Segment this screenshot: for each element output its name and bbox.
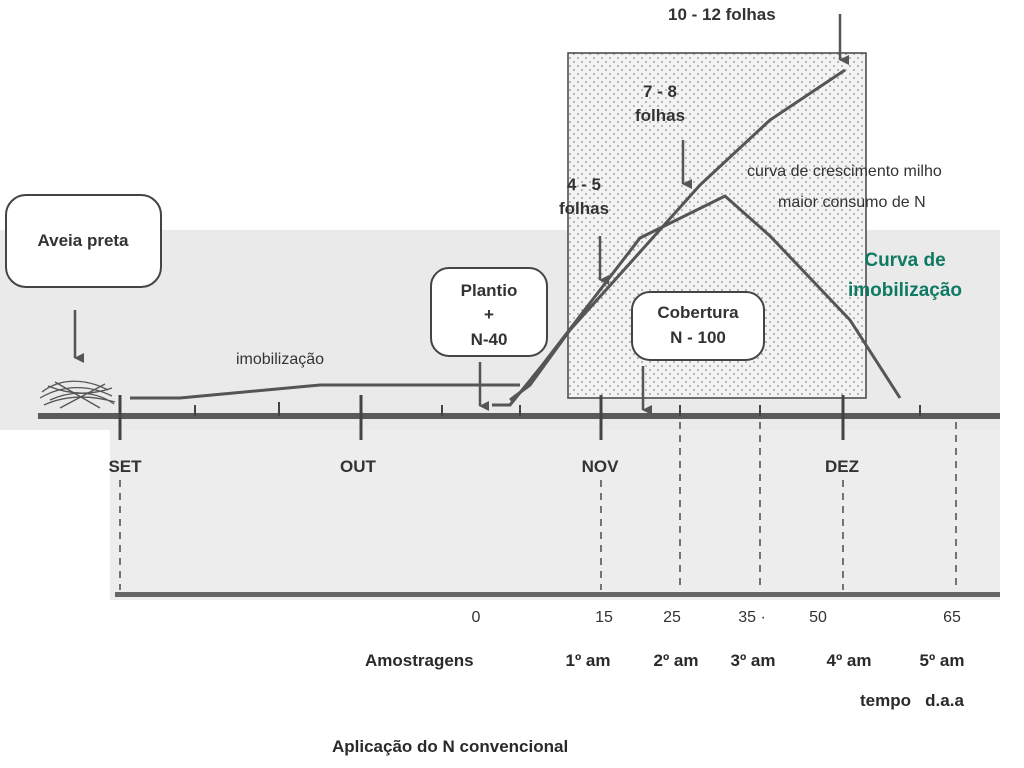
day-65: 65 (943, 609, 961, 626)
plantio-box (430, 267, 548, 357)
sampling-guides (119, 422, 957, 590)
immobilization-curve-label-2: imobilização (848, 280, 962, 301)
day-25: 25 (663, 609, 681, 626)
aveia-label: Aveia preta (37, 231, 129, 250)
cobertura-dose: N - 100 (670, 328, 726, 347)
day-0: 0 (472, 609, 481, 626)
sample-3: 3º am (731, 651, 776, 670)
max-n-label: maior consumo de N (778, 194, 926, 211)
immobilization-baseline (130, 383, 520, 400)
straw-residue-icon (39, 380, 116, 409)
stage-4-5-sub: folhas (559, 199, 609, 218)
cobertura-label: Cobertura (657, 303, 739, 322)
sample-2: 2º am (654, 651, 699, 670)
sample-4: 4º am (827, 651, 872, 670)
day-15: 15 (595, 609, 613, 626)
month-out: OUT (340, 457, 377, 476)
month-nov: NOV (582, 457, 620, 476)
minor-ticks (194, 402, 921, 416)
arrows (73, 14, 849, 415)
immobilization-curve-label: Curva de (864, 250, 945, 271)
aveia-preta-box (5, 194, 162, 288)
lower-band (110, 430, 1000, 600)
sample-5: 5º am (920, 651, 965, 670)
plantio-dose: N-40 (471, 330, 508, 349)
sample-1: 1º am (566, 651, 611, 670)
growth-curve-label: curva de crescimento milho (747, 163, 942, 180)
time-label: tempo d.a.a (860, 691, 964, 710)
stage-4-5-label: 4 - 5 (567, 175, 601, 194)
day-50: 50 (809, 609, 827, 626)
stage-7-8-sub: folhas (635, 106, 685, 125)
cobertura-box (631, 291, 765, 361)
day-axis (115, 592, 1000, 597)
growth-curve (509, 68, 846, 402)
plantio-plus: + (484, 305, 494, 324)
month-set: SET (108, 457, 142, 476)
month-dez: DEZ (825, 457, 859, 476)
plantio-label: Plantio (461, 281, 518, 300)
stage-10-12-label: 10 - 12 folhas (668, 5, 776, 24)
stage-7-8-label: 7 - 8 (643, 82, 677, 101)
immobilization-curve (492, 194, 902, 407)
day-35: 35 · (738, 609, 766, 626)
sampling-label: Amostragens (365, 651, 474, 670)
diagram-title: Aplicação do N convencional (332, 737, 568, 756)
immobilization-text: imobilização (236, 351, 324, 368)
